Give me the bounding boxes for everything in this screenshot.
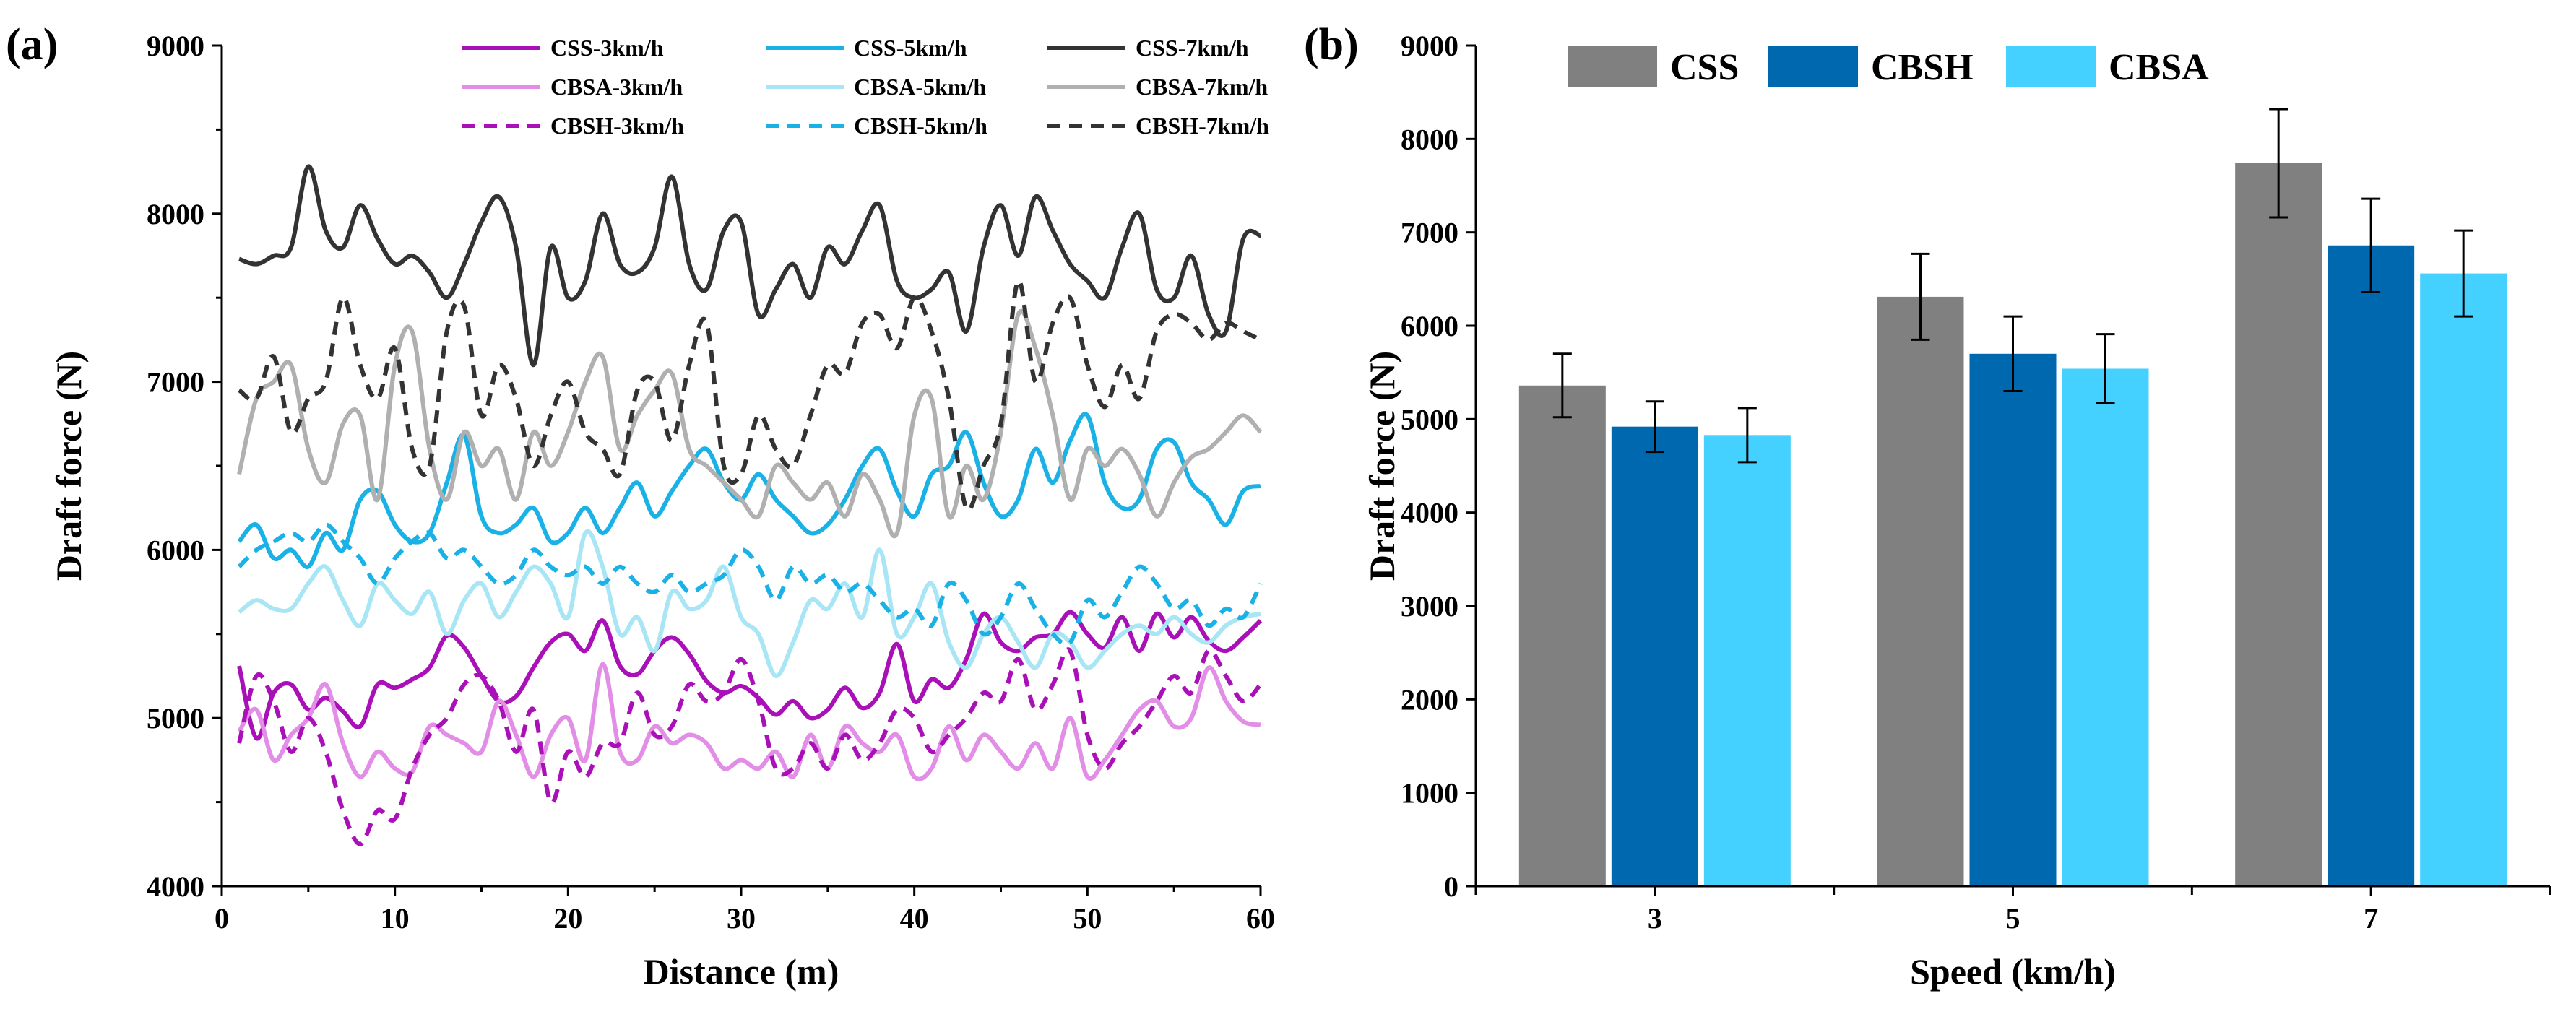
bar-css-3 — [1518, 385, 1606, 886]
series-line-css-3km-h — [237, 610, 1263, 741]
legend-label-cbsa: CBSA — [2109, 47, 2209, 88]
series-line-cbsh-7km-h — [238, 278, 1262, 512]
x-tick-label: 40 — [900, 902, 929, 935]
legend-label-css-5km-h: CSS-5km/h — [854, 35, 967, 61]
x-tick-label: 30 — [727, 902, 756, 935]
panel-a-legend: CSS-3km/h CBSA-3km/h CBSH-3km/h CSS-5km/h CB… — [462, 35, 1269, 139]
panel-a-x-axis-title: Distance (m) — [644, 951, 839, 992]
legend-label-cbsh: CBSH — [1871, 47, 1974, 88]
series-line-cbsa-5km-h — [238, 529, 1261, 678]
series-line-cbsh-5km-h — [237, 522, 1263, 646]
panel-b-x-axis-title: Speed (km/h) — [1910, 951, 2116, 992]
y-tick-label: 6000 — [147, 534, 204, 566]
y-tick-label: 5000 — [1401, 403, 1458, 436]
legend-label-cbsa-5km-h: CBSA-5km/h — [854, 74, 986, 100]
bar-cbsa-3 — [1703, 435, 1791, 886]
y-tick-label: 1000 — [1401, 777, 1458, 810]
bar-cbsa-7 — [2420, 273, 2507, 886]
y-tick-label: 7000 — [147, 366, 204, 399]
legend-label-css: CSS — [1670, 47, 1739, 88]
x-tick-label: 10 — [381, 902, 410, 935]
series-line-cbsa-7km-h — [237, 308, 1263, 539]
panel-b-label: (b) — [1304, 20, 1359, 69]
y-tick-label: 5000 — [147, 702, 204, 735]
legend-label-cbsa-7km-h: CBSA-7km/h — [1136, 74, 1268, 100]
bar-cbsh-5 — [1969, 353, 2057, 886]
y-tick-label: 8000 — [1401, 123, 1458, 155]
series-line-css-5km-h — [237, 412, 1261, 569]
legend-label-css-7km-h: CSS-7km/h — [1136, 35, 1249, 61]
panel-a-series-lines — [237, 164, 1263, 846]
legend-label-css-3km-h: CSS-3km/h — [550, 35, 664, 61]
y-tick-label: 4000 — [1401, 497, 1458, 529]
panel-b-y-axis-title: Draft force (N) — [1362, 351, 1402, 581]
panel-a-label: (a) — [6, 20, 58, 69]
series-line-cbsa-3km-h — [237, 662, 1261, 781]
legend-label-cbsh-3km-h: CBSH-3km/h — [550, 113, 684, 139]
panel-b-bar-chart: 0 1000 2000 3000 4000 5000 6000 7000 8000 9000 3 5 7… — [1362, 30, 2551, 992]
panel-b-bars — [1518, 108, 2507, 887]
bar-cbsh-7 — [2328, 245, 2415, 887]
y-tick-label: 0 — [1444, 870, 1458, 903]
series-line-css-7km-h — [238, 164, 1261, 368]
bar-cbsa-5 — [2062, 368, 2149, 886]
y-tick-label: 3000 — [1401, 590, 1458, 623]
y-tick-label: 4000 — [147, 870, 204, 903]
bar-css-7 — [2235, 163, 2322, 886]
panel-a-line-chart: 0 10 20 30 40 50 60 4000 5000 6000 7000 8000 9000 Di… — [48, 30, 1275, 992]
x-tick-label: 0 — [215, 902, 229, 935]
x-tick-label: 60 — [1246, 902, 1275, 935]
series-line-cbsh-3km-h — [237, 647, 1263, 846]
x-tick-label: 7 — [2364, 902, 2378, 935]
x-tick-label: 50 — [1073, 902, 1102, 935]
legend-label-cbsh-7km-h: CBSH-7km/h — [1136, 113, 1269, 139]
x-tick-label: 3 — [1648, 902, 1662, 935]
y-tick-label: 9000 — [147, 30, 204, 62]
legend-label-cbsa-3km-h: CBSA-3km/h — [550, 74, 683, 100]
panel-b-legend: CSS CBSH CBSA — [1568, 46, 2209, 88]
y-tick-label: 2000 — [1401, 683, 1458, 716]
bar-css-5 — [1877, 296, 1964, 886]
x-tick-label: 5 — [2006, 902, 2020, 935]
legend-swatch-css — [1568, 46, 1657, 87]
y-tick-label: 8000 — [147, 198, 204, 230]
panel-a-ticks: 0 10 20 30 40 50 60 4000 5000 6000 7000 8000 9000 — [147, 30, 1275, 935]
legend-swatch-cbsh — [1768, 46, 1858, 87]
bar-cbsh-3 — [1611, 426, 1698, 886]
y-tick-label: 6000 — [1401, 310, 1458, 342]
legend-swatch-cbsa — [2006, 46, 2096, 87]
panel-a-y-axis-title: Draft force (N) — [48, 351, 89, 581]
y-tick-label: 7000 — [1401, 217, 1458, 249]
y-tick-label: 9000 — [1401, 30, 1458, 62]
x-tick-label: 20 — [553, 902, 582, 935]
legend-label-cbsh-5km-h: CBSH-5km/h — [854, 113, 987, 139]
panel-b-ticks: 0 1000 2000 3000 4000 5000 6000 7000 8000 9000 3 5 7 — [1401, 30, 2551, 935]
